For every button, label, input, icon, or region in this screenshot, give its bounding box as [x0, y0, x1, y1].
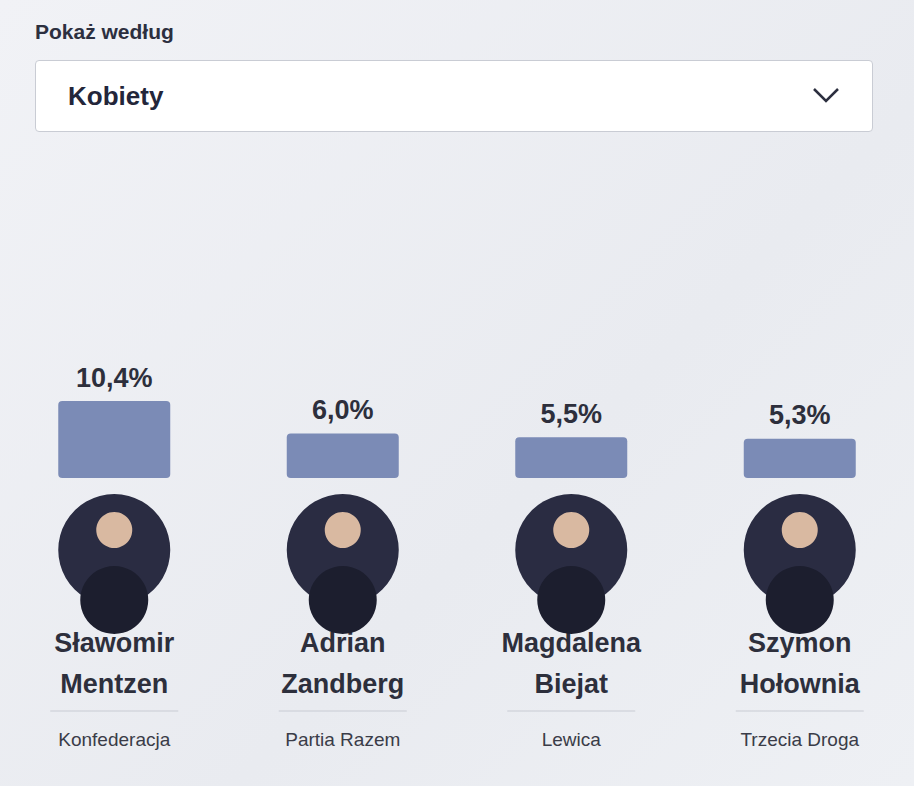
svg-text:Zandberg: Zandberg	[281, 669, 404, 699]
svg-text:Biejat: Biejat	[534, 669, 608, 699]
svg-text:10,4%: 10,4%	[76, 363, 153, 393]
svg-text:Mentzen: Mentzen	[60, 669, 168, 699]
svg-text:Trzecia Droga: Trzecia Droga	[740, 729, 859, 750]
svg-text:Hołownia: Hołownia	[740, 669, 861, 699]
svg-text:5,5%: 5,5%	[540, 399, 602, 429]
svg-text:Sławomir: Sławomir	[54, 627, 175, 658]
svg-text:Partia Razem: Partia Razem	[285, 729, 400, 750]
svg-text:Adrian: Adrian	[300, 627, 386, 658]
html-text:Kobiety: Kobiety	[68, 81, 164, 111]
svg-text:Szymon: Szymon	[748, 627, 852, 658]
svg-text:Lewica: Lewica	[542, 729, 602, 750]
svg-text:6,0%: 6,0%	[312, 395, 374, 425]
html-text:Pokaż według: Pokaż według	[35, 20, 174, 43]
svg-text:5,3%: 5,3%	[769, 400, 831, 430]
svg-text:Konfederacja: Konfederacja	[58, 729, 170, 750]
svg-text:Magdalena: Magdalena	[501, 627, 641, 658]
